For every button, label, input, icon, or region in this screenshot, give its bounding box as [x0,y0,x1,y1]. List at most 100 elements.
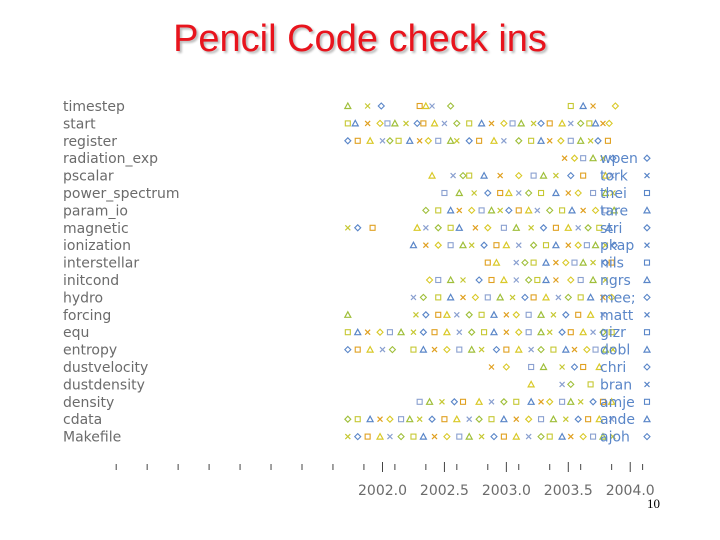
data-point [452,414,461,423]
data-point [529,241,538,249]
data-point [364,329,371,336]
data-point [453,137,460,144]
data-point [488,120,495,127]
x-tick-label: 2002.5 [420,483,469,499]
data-point [456,346,463,353]
legend-label: ngrs [600,273,631,289]
data-point [552,259,559,266]
data-point [344,329,351,336]
data-point [539,362,548,371]
data-point [515,242,522,249]
data-point [465,311,473,319]
data-point [574,189,582,197]
data-point [379,346,386,353]
data-point [562,258,570,267]
data-point [644,381,650,388]
data-point [584,224,592,232]
data-point [577,398,584,405]
data-point [591,119,600,127]
data-point [644,242,650,249]
data-point [502,240,511,249]
data-point [559,398,566,405]
data-point [538,398,544,405]
data-point [467,206,476,215]
data-point [478,311,485,318]
data-point [586,310,595,318]
data-point [419,328,428,336]
data-point [459,240,468,249]
data-point [600,311,606,318]
data-point [643,224,651,232]
data-point [459,171,467,180]
data-point [409,240,418,249]
data-point [351,119,360,127]
data-point [413,119,421,128]
data-point [530,120,537,127]
data-point [537,345,545,354]
category-label: hydro [63,290,103,306]
data-point [502,363,511,371]
data-point [512,432,521,440]
data-point [642,275,652,284]
data-point [575,311,582,318]
category-label: ionization [63,238,131,254]
data-point [567,329,574,336]
data-point [466,416,473,423]
data-point [513,398,520,405]
data-point [557,137,565,145]
category-label: forcing [63,308,111,324]
data-point [589,153,598,162]
data-point [398,416,405,423]
data-point [455,223,464,231]
data-point [591,240,600,249]
data-point [599,398,607,405]
data-point [505,206,513,215]
data-point [413,311,419,318]
data-point [571,346,578,353]
data-point [592,346,599,353]
category-label: interstellar [63,256,139,272]
page-number: 10 [647,496,660,511]
data-point [419,432,428,440]
data-point [344,345,352,354]
data-point [643,259,651,266]
data-point [377,416,383,423]
data-point [514,137,523,145]
data-point [559,364,566,370]
data-point [567,102,574,110]
data-point [534,276,541,284]
data-point [555,294,562,301]
data-point [607,397,616,405]
data-point [583,345,591,354]
data-point [576,119,585,128]
category-label: entropy [63,343,117,359]
data-point [512,311,521,319]
data-point [517,119,526,127]
category-label: start [63,116,96,132]
data-point [539,171,548,179]
legend-label: matt [600,308,634,324]
data-point [608,416,615,423]
data-point [579,432,587,441]
data-point [537,189,545,197]
category-label: radiation_exp [63,151,158,167]
data-point [435,207,442,214]
data-point [552,224,559,231]
data-point [344,433,351,440]
data-point [354,137,361,144]
data-point [435,294,442,301]
data-point [598,432,607,440]
legend-label: tork [600,169,629,185]
data-point [609,346,616,353]
legend-label: gizr [600,325,626,341]
data-point [364,433,371,440]
data-point [605,223,614,231]
data-point [434,241,443,249]
data-point [450,172,457,179]
data-point [405,136,414,144]
data-point [476,137,483,144]
category-label: Makefile [63,430,121,446]
legend-label: nils [600,256,624,272]
data-point [429,103,435,109]
data-point [600,120,606,127]
